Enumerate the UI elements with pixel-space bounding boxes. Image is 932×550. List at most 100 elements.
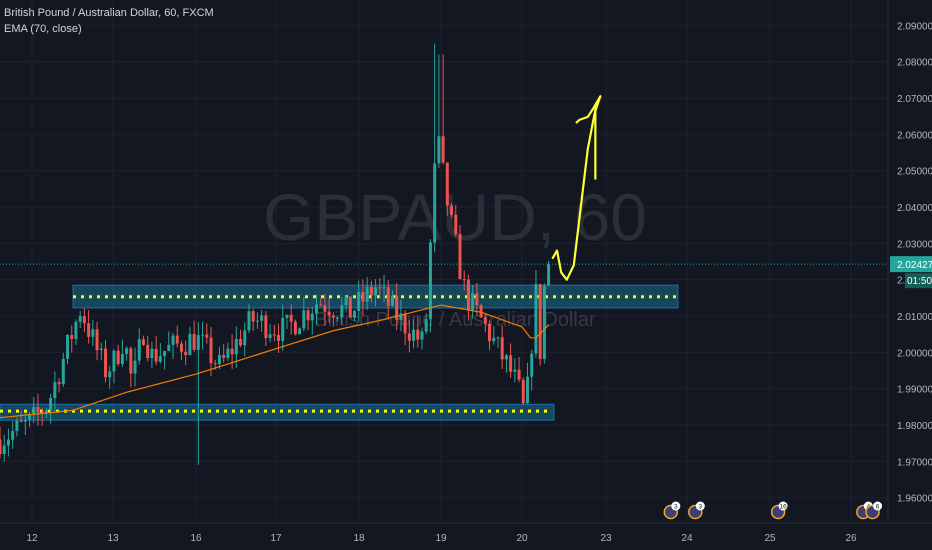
bullish-candle[interactable]	[352, 311, 356, 318]
bullish-candle[interactable]	[196, 335, 200, 350]
bearish-candle[interactable]	[239, 338, 243, 346]
bullish-candle[interactable]	[255, 320, 259, 322]
bearish-candle[interactable]	[454, 214, 458, 235]
bullish-candle[interactable]	[74, 321, 78, 340]
bearish-candle[interactable]	[19, 420, 23, 422]
bullish-candle[interactable]	[125, 348, 129, 355]
bullish-candle[interactable]	[530, 353, 534, 377]
bullish-candle[interactable]	[188, 334, 192, 356]
bullish-candle[interactable]	[78, 316, 82, 322]
bearish-candle[interactable]	[458, 234, 462, 280]
bullish-candle[interactable]	[91, 329, 95, 337]
bullish-candle[interactable]	[23, 419, 27, 422]
bullish-candle[interactable]	[437, 136, 441, 164]
bearish-candle[interactable]	[222, 354, 226, 358]
bullish-candle[interactable]	[15, 420, 19, 432]
bearish-candle[interactable]	[277, 334, 281, 341]
bearish-candle[interactable]	[213, 363, 217, 365]
bullish-candle[interactable]	[390, 295, 394, 306]
symbol-title[interactable]: British Pound / Australian Dollar, 60, F…	[4, 7, 214, 19]
bearish-candle[interactable]	[251, 311, 255, 322]
bearish-candle[interactable]	[479, 305, 483, 318]
bearish-candle[interactable]	[154, 348, 158, 362]
bearish-candle[interactable]	[378, 287, 382, 289]
bullish-candle[interactable]	[260, 315, 264, 321]
bearish-candle[interactable]	[184, 351, 188, 356]
bullish-candle[interactable]	[496, 337, 500, 339]
bullish-candle[interactable]	[99, 348, 103, 351]
bullish-candle[interactable]	[412, 329, 416, 341]
bearish-candle[interactable]	[416, 329, 420, 340]
bearish-candle[interactable]	[141, 339, 145, 345]
bearish-candle[interactable]	[264, 315, 268, 339]
bearish-candle[interactable]	[289, 314, 293, 322]
bullish-candle[interactable]	[365, 286, 369, 302]
bullish-candle[interactable]	[285, 314, 289, 318]
bullish-candle[interactable]	[357, 291, 361, 312]
bullish-candle[interactable]	[234, 338, 238, 355]
bullish-candle[interactable]	[243, 330, 247, 346]
bearish-candle[interactable]	[192, 334, 196, 350]
bearish-candle[interactable]	[488, 323, 492, 342]
bullish-candle[interactable]	[310, 313, 314, 321]
bullish-candle[interactable]	[374, 287, 378, 296]
bullish-candle[interactable]	[547, 264, 551, 286]
bullish-candle[interactable]	[268, 334, 272, 339]
bullish-candle[interactable]	[344, 296, 348, 306]
bearish-candle[interactable]	[104, 348, 107, 378]
bullish-candle[interactable]	[112, 350, 116, 372]
bullish-candle[interactable]	[428, 242, 432, 320]
bearish-candle[interactable]	[450, 205, 454, 215]
bullish-candle[interactable]	[28, 413, 32, 420]
bullish-candle[interactable]	[542, 285, 546, 359]
bearish-candle[interactable]	[82, 316, 86, 324]
bullish-candle[interactable]	[302, 310, 306, 329]
bullish-candle[interactable]	[492, 337, 496, 342]
bullish-candle[interactable]	[336, 317, 340, 319]
bearish-candle[interactable]	[205, 334, 209, 338]
economic-event-icon[interactable]: 16	[770, 501, 788, 520]
bearish-candle[interactable]	[386, 287, 390, 306]
bullish-candle[interactable]	[247, 311, 251, 331]
bullish-candle[interactable]	[217, 354, 221, 364]
bearish-candle[interactable]	[209, 337, 213, 364]
bearish-candle[interactable]	[146, 344, 150, 359]
bearish-candle[interactable]	[323, 305, 327, 312]
bullish-candle[interactable]	[315, 304, 318, 314]
bearish-candle[interactable]	[445, 162, 449, 206]
bearish-candle[interactable]	[361, 291, 365, 302]
bullish-candle[interactable]	[120, 354, 124, 364]
bearish-candle[interactable]	[272, 334, 276, 336]
bearish-candle[interactable]	[87, 323, 91, 337]
bearish-candle[interactable]	[395, 295, 399, 320]
bullish-candle[interactable]	[158, 356, 162, 362]
bullish-candle[interactable]	[44, 410, 48, 414]
bearish-candle[interactable]	[462, 279, 466, 281]
bullish-candle[interactable]	[32, 407, 36, 414]
bearish-candle[interactable]	[116, 350, 120, 364]
bearish-candle[interactable]	[466, 279, 470, 311]
bullish-candle[interactable]	[424, 319, 428, 332]
bearish-candle[interactable]	[70, 334, 74, 340]
bullish-candle[interactable]	[433, 163, 437, 243]
bullish-candle[interactable]	[171, 335, 175, 345]
bearish-candle[interactable]	[0, 439, 2, 454]
bullish-candle[interactable]	[420, 331, 424, 340]
bullish-candle[interactable]	[167, 344, 171, 351]
last-price-badge[interactable]: 2.02427 01:50	[890, 256, 932, 289]
bearish-candle[interactable]	[331, 315, 335, 318]
bearish-candle[interactable]	[483, 317, 487, 324]
economic-event-icon[interactable]: 3	[663, 501, 681, 520]
bullish-candle[interactable]	[534, 284, 538, 354]
bullish-candle[interactable]	[281, 317, 285, 341]
bearish-candle[interactable]	[293, 321, 297, 335]
bearish-candle[interactable]	[475, 293, 479, 306]
bullish-candle[interactable]	[163, 350, 167, 357]
bullish-candle[interactable]	[526, 376, 529, 404]
indicator-label[interactable]: EMA (70, close)	[4, 23, 82, 35]
handdrawn-arrow-drawing[interactable]	[551, 95, 602, 281]
bullish-candle[interactable]	[11, 431, 15, 440]
bearish-candle[interactable]	[319, 304, 323, 306]
bearish-candle[interactable]	[327, 311, 331, 316]
